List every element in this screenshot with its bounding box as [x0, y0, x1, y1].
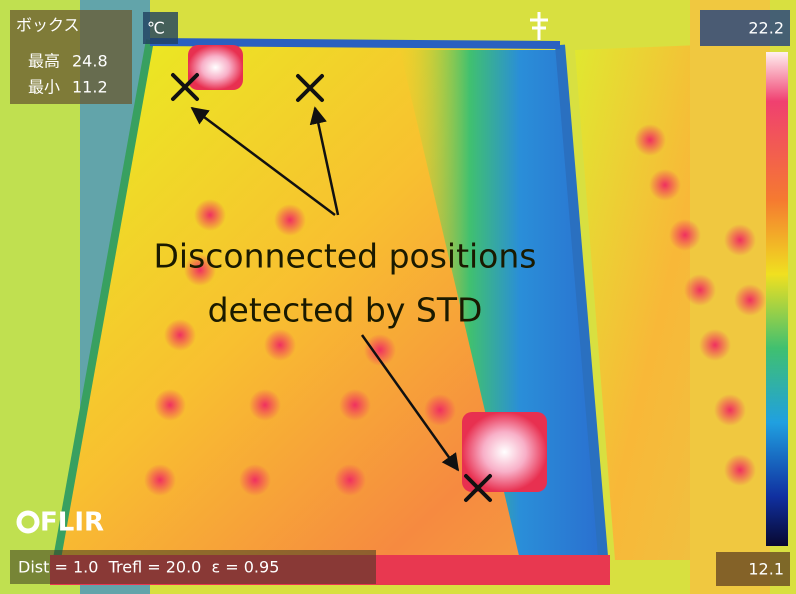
hot-cell [649, 169, 681, 201]
hot-cell [154, 389, 186, 421]
hotspot [462, 412, 547, 492]
annotation: detected by STD [208, 291, 483, 330]
footer: Dist = 1.0 Trefl = 20.0 ε = 0.95 [18, 558, 279, 577]
hot-cell [164, 319, 196, 351]
color-scale [766, 52, 788, 546]
thermal-screen: Disconnected positions detected by STD ボ… [0, 0, 796, 594]
hot-cell [239, 464, 271, 496]
hot-cell [264, 329, 296, 361]
max-label: 最高 [28, 52, 60, 71]
hot-cell [274, 204, 306, 236]
hot-cell [249, 389, 281, 421]
min-value: 11.2 [72, 78, 108, 97]
annotation: Disconnected positions [154, 237, 537, 276]
unit: ℃ [147, 19, 165, 38]
panel-frame [150, 42, 560, 45]
hot-cell [194, 199, 226, 231]
min-label: 最小 [28, 78, 60, 97]
hot-cell [634, 124, 666, 156]
hotspot [188, 45, 243, 90]
hot-cell [714, 394, 746, 426]
hot-cell [339, 389, 371, 421]
hot-cell [699, 329, 731, 361]
max-value: 24.8 [72, 52, 108, 71]
hot-cell [724, 224, 756, 256]
hot-cell [684, 274, 716, 306]
logo: FLIR [40, 508, 104, 538]
box-title: ボックス [16, 16, 80, 35]
scale-bottom: 12.1 [748, 560, 784, 579]
hot-cell [424, 394, 456, 426]
hot-cell [144, 464, 176, 496]
scale-top: 22.2 [748, 19, 784, 38]
hot-cell [734, 284, 766, 316]
hot-cell [669, 219, 701, 251]
hot-cell [334, 464, 366, 496]
hot-cell [724, 454, 756, 486]
